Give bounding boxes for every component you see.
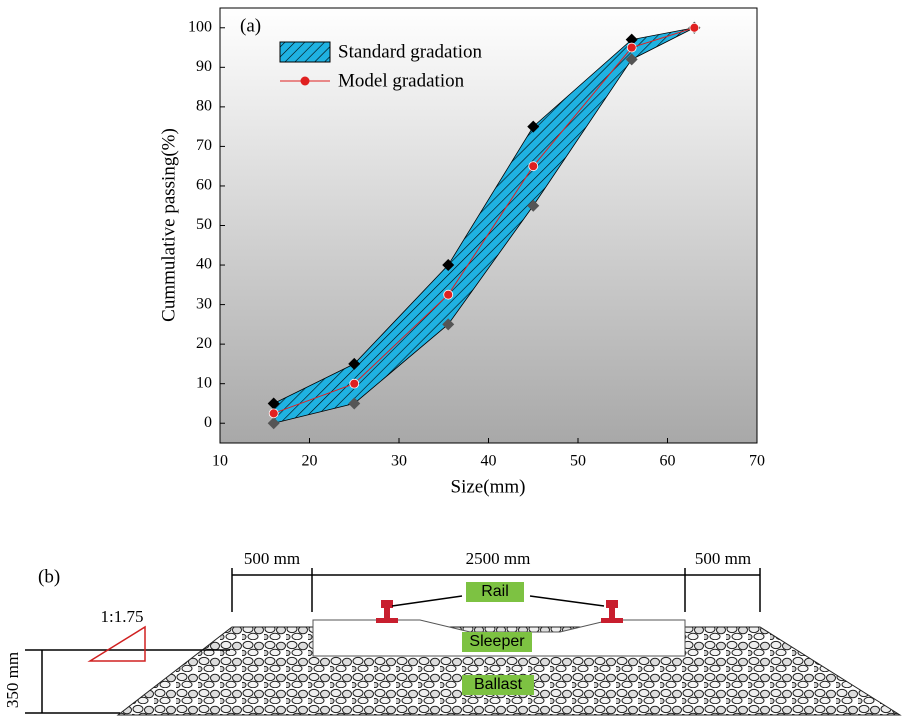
upper-marker bbox=[267, 397, 280, 410]
model-line bbox=[273, 27, 695, 414]
y-axis-label: Cummulative passing(%) bbox=[158, 128, 179, 322]
model-marker bbox=[689, 22, 700, 33]
rail-label: Rail bbox=[481, 583, 509, 600]
model-marker bbox=[443, 289, 454, 300]
rail-left bbox=[376, 600, 398, 623]
lower-marker bbox=[442, 318, 455, 331]
y-tick-label: 40 bbox=[196, 256, 212, 273]
panel-label: (a) bbox=[240, 15, 261, 36]
x-tick-label: 60 bbox=[660, 453, 676, 470]
dimension-label: 500 mm bbox=[244, 549, 300, 568]
upper-marker bbox=[625, 33, 638, 46]
label-box bbox=[466, 582, 524, 602]
x-tick-label: 30 bbox=[391, 453, 407, 470]
dimension-label: 2500 mm bbox=[466, 549, 531, 568]
x-tick-label: 50 bbox=[570, 453, 586, 470]
x-axis-label: Size(mm) bbox=[451, 476, 526, 497]
diagram-b: (b) 500 mm 2500 mm 500 mm 1:1.75 350 mm … bbox=[3, 549, 902, 716]
sleeper-label: Sleeper bbox=[469, 633, 525, 650]
panel-label: (b) bbox=[38, 566, 60, 587]
y-tick-label: 100 bbox=[188, 18, 212, 35]
x-tick-label: 10 bbox=[212, 453, 228, 470]
height-label: 350 mm bbox=[3, 652, 22, 708]
y-tick-label: 30 bbox=[196, 295, 212, 312]
y-tick-label: 10 bbox=[196, 374, 212, 391]
rail-right bbox=[601, 600, 623, 623]
legend-label: Standard gradation bbox=[338, 41, 483, 62]
y-tick-label: 70 bbox=[196, 137, 212, 154]
ballast-label: Ballast bbox=[474, 676, 523, 693]
standard-band bbox=[273, 27, 695, 424]
upper-marker bbox=[442, 259, 455, 272]
lower-marker bbox=[625, 53, 638, 66]
model-marker bbox=[349, 378, 360, 389]
slope-triangle bbox=[87, 625, 146, 662]
y-tick-label: 50 bbox=[196, 216, 212, 233]
upper-marker bbox=[527, 120, 540, 133]
y-tick-label: 60 bbox=[196, 177, 212, 194]
lower-marker bbox=[267, 417, 280, 430]
model-marker bbox=[268, 408, 279, 419]
legend-label: Model gradation bbox=[338, 70, 465, 91]
dimension-lines bbox=[25, 568, 761, 714]
x-tick-label: 70 bbox=[749, 453, 765, 470]
slope-label: 1:1.75 bbox=[101, 607, 144, 626]
x-tick-label: 20 bbox=[302, 453, 318, 470]
dimension-label: 500 mm bbox=[695, 549, 751, 568]
label-box bbox=[462, 675, 534, 695]
y-tick-label: 80 bbox=[196, 98, 212, 115]
legend-marker bbox=[300, 76, 310, 86]
lower-marker bbox=[527, 199, 540, 212]
lower-marker bbox=[348, 397, 361, 410]
legend-swatch bbox=[279, 41, 331, 63]
chart-a: 0 10 20 30 40 50 60 70 80 90 100 10 20 30 40 50 60 70 Stan… bbox=[188, 7, 765, 470]
model-marker bbox=[626, 42, 637, 53]
model-marker bbox=[528, 161, 539, 172]
y-tick-label: 90 bbox=[196, 58, 212, 75]
y-tick-label: 0 bbox=[204, 414, 212, 431]
label-box bbox=[462, 632, 532, 652]
y-tick-label: 20 bbox=[196, 335, 212, 352]
upper-marker bbox=[348, 357, 361, 370]
x-tick-label: 40 bbox=[481, 453, 497, 470]
